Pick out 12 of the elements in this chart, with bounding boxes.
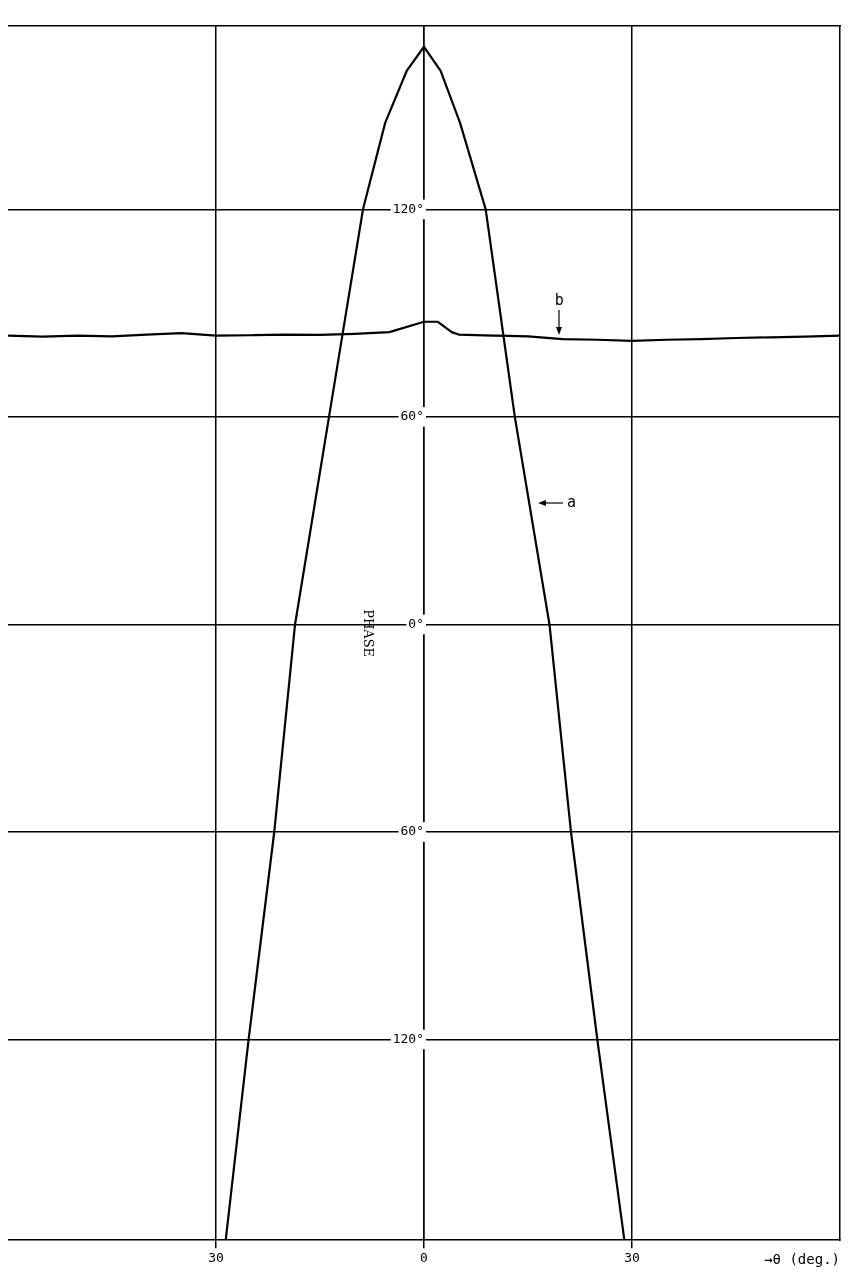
annotation: a: [566, 493, 576, 512]
y-axis-title: PHASE: [360, 609, 376, 658]
x-tick-label: 0: [420, 1250, 428, 1266]
annotation: b: [554, 291, 564, 310]
x-tick-label: 30: [624, 1250, 640, 1266]
y-tick-label: 0°: [408, 615, 424, 631]
x-axis-title: →θ (deg.): [764, 1251, 840, 1268]
y-tick-label: 60°: [400, 823, 424, 839]
y-tick-label: 120°: [392, 1030, 424, 1046]
y-tick-label: 120°: [392, 200, 424, 216]
y-tick-label: 60°: [400, 408, 424, 424]
x-tick-label: 30: [208, 1250, 224, 1266]
